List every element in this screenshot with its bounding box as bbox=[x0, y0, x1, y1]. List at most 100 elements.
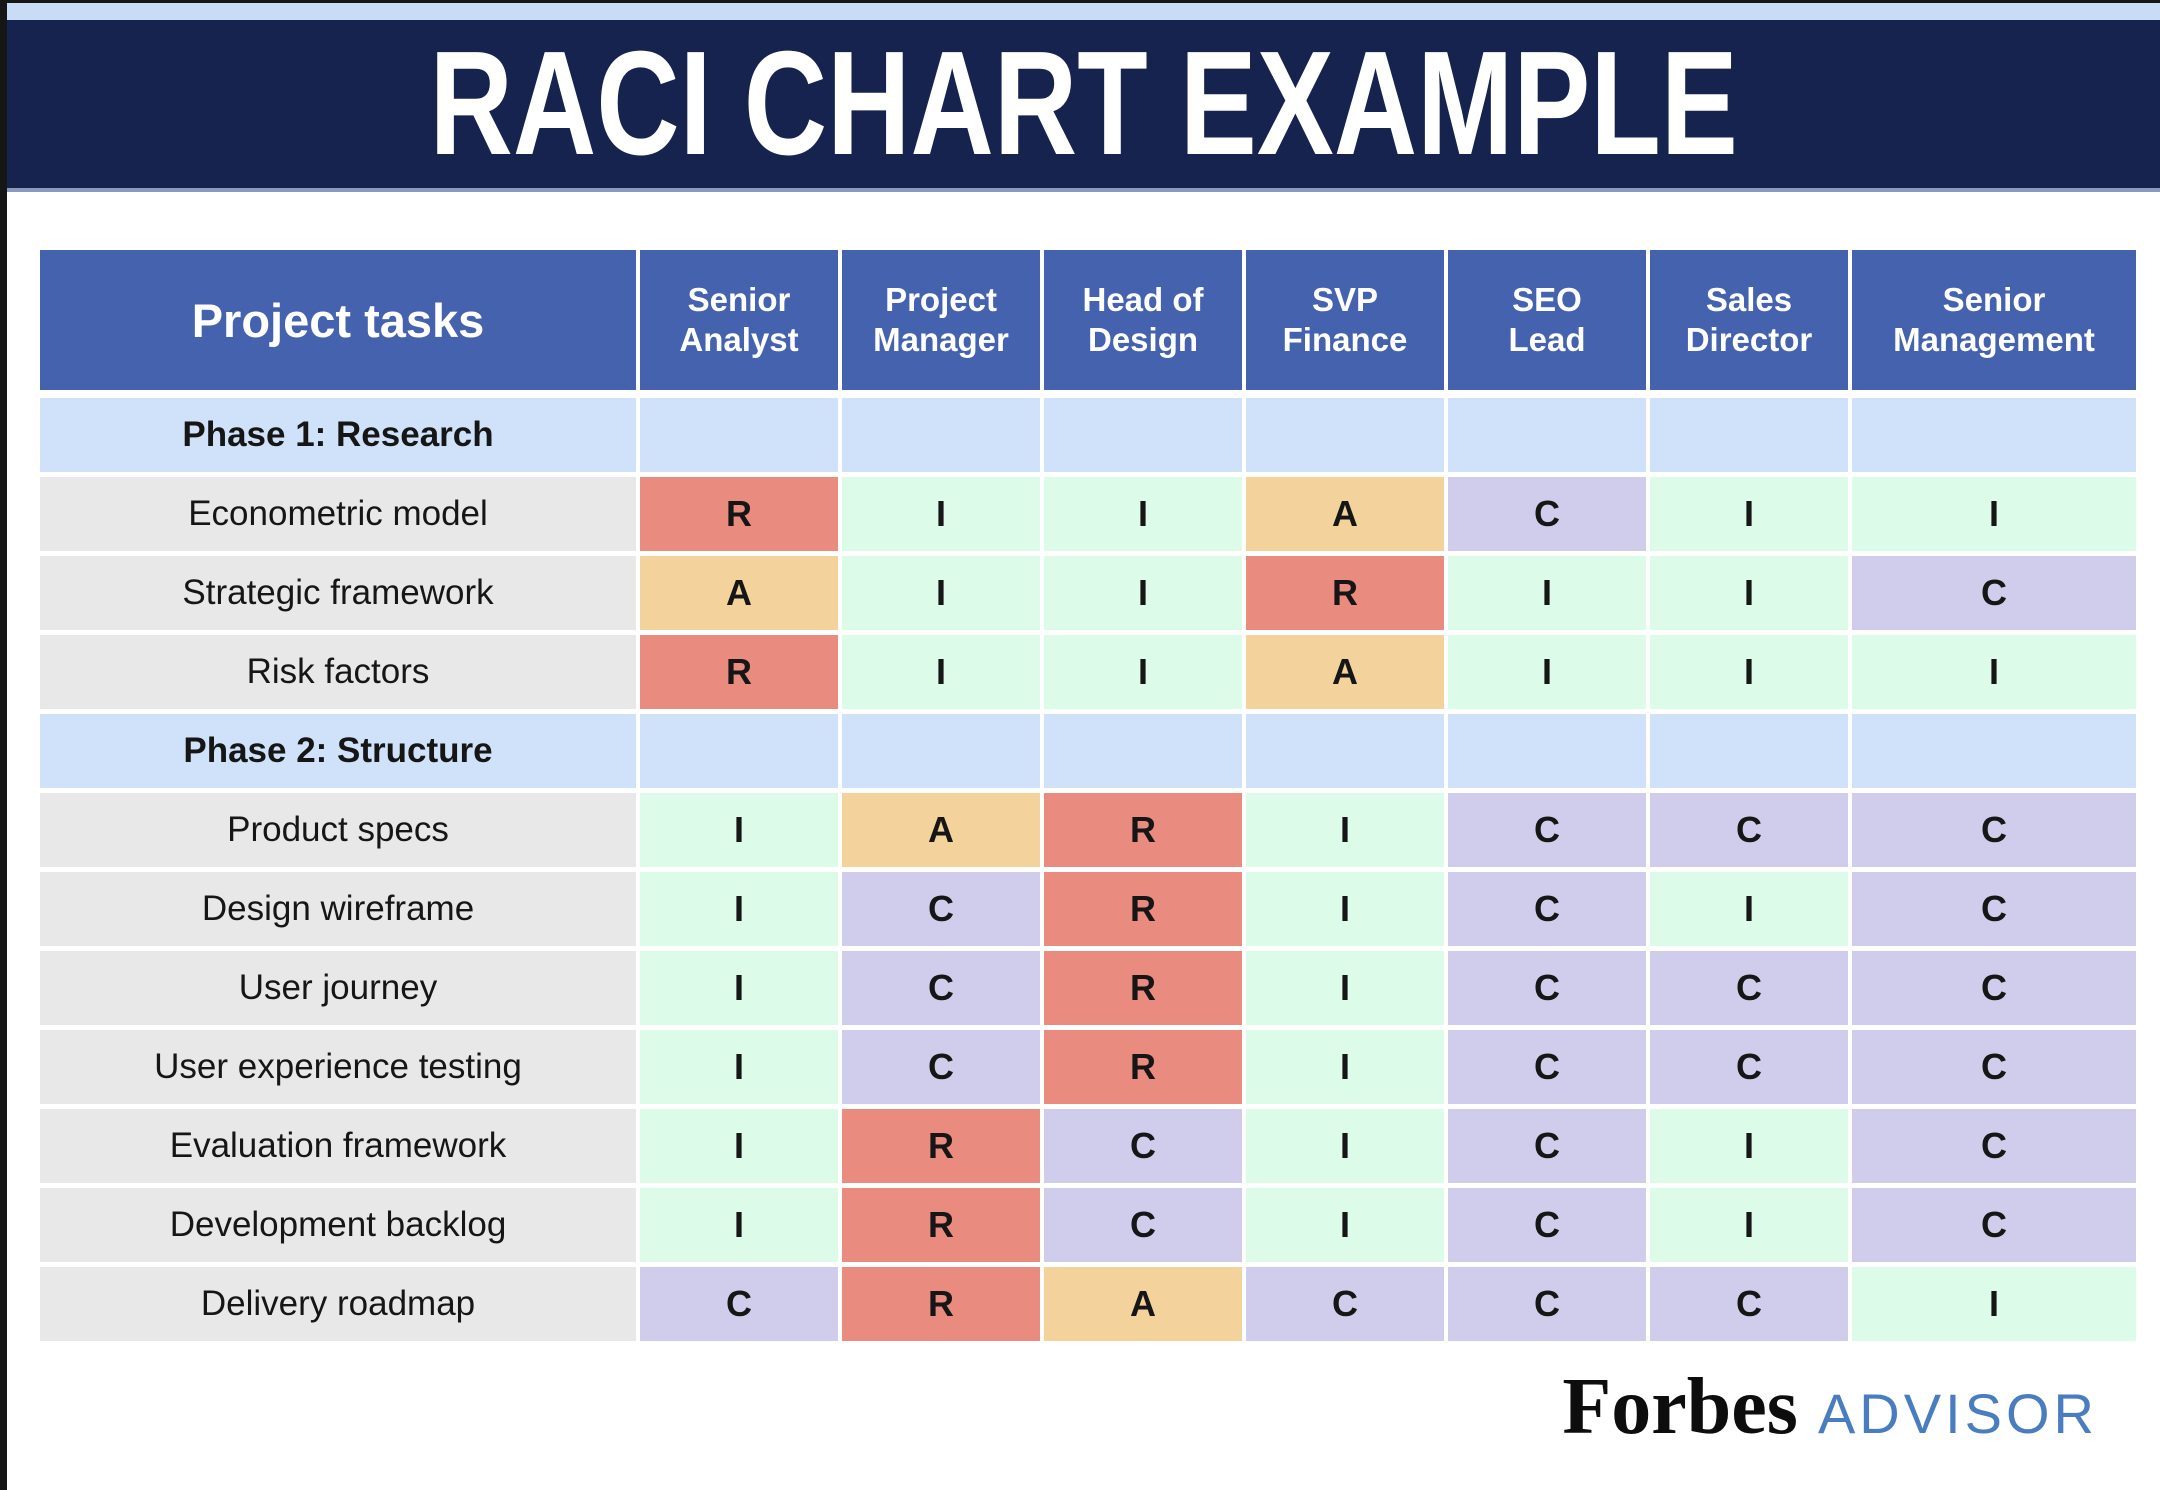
phase-cell bbox=[1246, 714, 1444, 788]
raci-cell: A bbox=[842, 793, 1040, 867]
column-header-project-manager: Project Manager bbox=[842, 250, 1040, 390]
raci-cell: C bbox=[1650, 1030, 1848, 1104]
task-label: Design wireframe bbox=[40, 872, 636, 946]
raci-cell: I bbox=[640, 1109, 838, 1183]
phase-cell bbox=[842, 398, 1040, 472]
raci-cell: I bbox=[1044, 556, 1242, 630]
raci-cell: C bbox=[1246, 1267, 1444, 1341]
table-row: Delivery roadmap C R A C C C I bbox=[40, 1267, 2136, 1341]
raci-cell: C bbox=[1852, 872, 2136, 946]
raci-cell: I bbox=[842, 556, 1040, 630]
forbes-logo: Forbes bbox=[1562, 1363, 1798, 1451]
table-row: Econometric model R I I A C I I bbox=[40, 477, 2136, 551]
raci-cell: I bbox=[640, 872, 838, 946]
raci-cell: C bbox=[1448, 793, 1646, 867]
raci-cell: C bbox=[1852, 951, 2136, 1025]
phase-cell bbox=[1448, 398, 1646, 472]
raci-cell: C bbox=[842, 872, 1040, 946]
raci-cell: I bbox=[1448, 635, 1646, 709]
phase-cell bbox=[1650, 714, 1848, 788]
task-label: User experience testing bbox=[40, 1030, 636, 1104]
raci-cell: C bbox=[1650, 951, 1848, 1025]
title-banner: RACI CHART EXAMPLE bbox=[7, 20, 2160, 192]
raci-cell: I bbox=[1650, 635, 1848, 709]
task-label: Evaluation framework bbox=[40, 1109, 636, 1183]
column-header-project-tasks: Project tasks bbox=[40, 250, 636, 390]
task-label: Econometric model bbox=[40, 477, 636, 551]
phase-label: Phase 2: Structure bbox=[40, 714, 636, 788]
raci-table: Project tasks Senior Analyst Project Man… bbox=[40, 250, 2136, 1341]
raci-cell: I bbox=[1246, 1188, 1444, 1262]
raci-cell: I bbox=[640, 1030, 838, 1104]
raci-cell: C bbox=[1852, 1109, 2136, 1183]
raci-cell: R bbox=[1246, 556, 1444, 630]
column-header-svp-finance: SVP Finance bbox=[1246, 250, 1444, 390]
raci-cell: R bbox=[1044, 951, 1242, 1025]
raci-cell: C bbox=[842, 951, 1040, 1025]
screenshot-left-edge bbox=[0, 0, 7, 1490]
top-strip bbox=[7, 3, 2160, 20]
raci-cell: I bbox=[1246, 1109, 1444, 1183]
raci-cell: C bbox=[1852, 1030, 2136, 1104]
raci-cell: I bbox=[842, 635, 1040, 709]
task-label: Development backlog bbox=[40, 1188, 636, 1262]
raci-cell: I bbox=[1852, 635, 2136, 709]
table-row: Development backlog I R C I C I C bbox=[40, 1188, 2136, 1262]
raci-cell: C bbox=[1044, 1188, 1242, 1262]
task-label: Strategic framework bbox=[40, 556, 636, 630]
task-label: Product specs bbox=[40, 793, 636, 867]
phase-cell bbox=[640, 714, 838, 788]
raci-cell: I bbox=[1246, 1030, 1444, 1104]
raci-cell: R bbox=[1044, 1030, 1242, 1104]
raci-cell: C bbox=[1448, 1267, 1646, 1341]
table-row: User journey I C R I C C C bbox=[40, 951, 2136, 1025]
phase-row: Phase 2: Structure bbox=[40, 714, 2136, 788]
raci-cell: C bbox=[1852, 1188, 2136, 1262]
phase-cell bbox=[1044, 398, 1242, 472]
raci-cell: C bbox=[1448, 1109, 1646, 1183]
phase-cell bbox=[1246, 398, 1444, 472]
table-row: Evaluation framework I R C I C I C bbox=[40, 1109, 2136, 1183]
task-label: Risk factors bbox=[40, 635, 636, 709]
raci-cell: R bbox=[1044, 872, 1242, 946]
raci-cell: R bbox=[640, 477, 838, 551]
raci-cell: A bbox=[1246, 635, 1444, 709]
phase-cell bbox=[1852, 714, 2136, 788]
screenshot-top-edge bbox=[0, 0, 2160, 3]
task-label: Delivery roadmap bbox=[40, 1267, 636, 1341]
raci-cell: C bbox=[1448, 951, 1646, 1025]
raci-cell: C bbox=[1650, 1267, 1848, 1341]
phase-row: Phase 1: Research bbox=[40, 398, 2136, 472]
raci-cell: I bbox=[1650, 1188, 1848, 1262]
raci-cell: A bbox=[640, 556, 838, 630]
raci-cell: I bbox=[1650, 872, 1848, 946]
phase-cell bbox=[842, 714, 1040, 788]
raci-cell: C bbox=[842, 1030, 1040, 1104]
table-header-row: Project tasks Senior Analyst Project Man… bbox=[40, 250, 2136, 390]
column-header-seo-lead: SEO Lead bbox=[1448, 250, 1646, 390]
raci-cell: I bbox=[1852, 477, 2136, 551]
brand-footer: Forbes ADVISOR bbox=[1562, 1362, 2098, 1453]
raci-cell: A bbox=[1044, 1267, 1242, 1341]
raci-cell: I bbox=[1650, 556, 1848, 630]
raci-cell: I bbox=[1448, 556, 1646, 630]
raci-cell: I bbox=[640, 793, 838, 867]
raci-cell: C bbox=[1448, 1188, 1646, 1262]
column-header-senior-analyst: Senior Analyst bbox=[640, 250, 838, 390]
table-row: Risk factors R I I A I I I bbox=[40, 635, 2136, 709]
phase-cell bbox=[1448, 714, 1646, 788]
raci-cell: I bbox=[1246, 793, 1444, 867]
column-header-senior-management: Senior Management bbox=[1852, 250, 2136, 390]
raci-cell: R bbox=[842, 1109, 1040, 1183]
raci-cell: R bbox=[640, 635, 838, 709]
table-row: User experience testing I C R I C C C bbox=[40, 1030, 2136, 1104]
raci-cell: C bbox=[640, 1267, 838, 1341]
task-label: User journey bbox=[40, 951, 636, 1025]
raci-cell: C bbox=[1448, 477, 1646, 551]
raci-cell: I bbox=[842, 477, 1040, 551]
raci-cell: C bbox=[1448, 1030, 1646, 1104]
raci-cell: I bbox=[1246, 951, 1444, 1025]
phase-cell bbox=[640, 398, 838, 472]
column-header-sales-director: Sales Director bbox=[1650, 250, 1848, 390]
table-row: Design wireframe I C R I C I C bbox=[40, 872, 2136, 946]
